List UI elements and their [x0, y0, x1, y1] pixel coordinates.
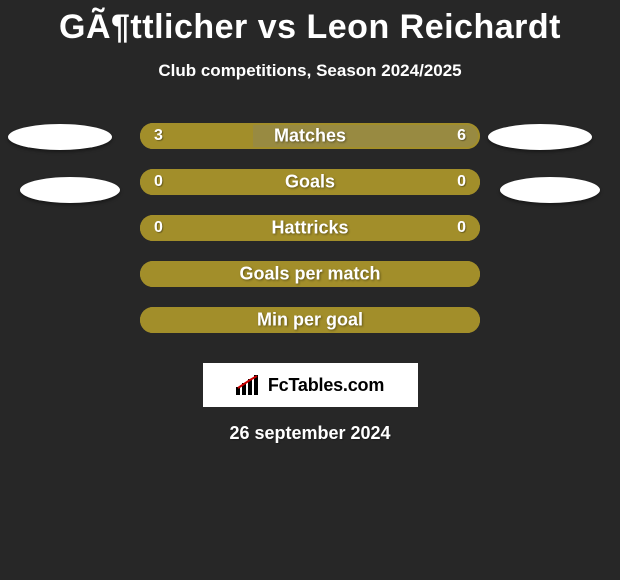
player2-avatar-placeholder: [488, 124, 592, 150]
value-right: 0: [457, 219, 466, 237]
comparison-panel: GÃ¶ttlicher vs Leon Reichardt Club compe…: [0, 0, 620, 444]
metric-label: Goals per match: [239, 264, 380, 285]
player2-club-placeholder: [500, 177, 600, 203]
stat-row: 0 0 Hattricks: [0, 215, 620, 241]
stat-row: Min per goal: [0, 307, 620, 333]
value-left: 0: [154, 173, 163, 191]
metric-label: Hattricks: [271, 218, 348, 239]
bars-icon: [236, 375, 262, 395]
player1-avatar-placeholder: [8, 124, 112, 150]
subtitle: Club competitions, Season 2024/2025: [158, 61, 461, 81]
bar: 0 0 Goals: [140, 169, 480, 195]
metric-label: Matches: [274, 126, 346, 147]
date-line: 26 september 2024: [229, 423, 390, 444]
value-right: 0: [457, 173, 466, 191]
value-left: 3: [154, 127, 163, 145]
value-left: 0: [154, 219, 163, 237]
bar: Min per goal: [140, 307, 480, 333]
chart-area: 3 6 Matches 0 0 Goals 0 0 Hattricks Goals per mat…: [0, 123, 620, 353]
source-text: FcTables.com: [268, 375, 384, 396]
bar: Goals per match: [140, 261, 480, 287]
source-badge: FcTables.com: [203, 363, 418, 407]
bar: 3 6 Matches: [140, 123, 480, 149]
value-right: 6: [457, 127, 466, 145]
player1-club-placeholder: [20, 177, 120, 203]
bar: 0 0 Hattricks: [140, 215, 480, 241]
metric-label: Min per goal: [257, 310, 363, 331]
metric-label: Goals: [285, 172, 335, 193]
source-badge-inner: FcTables.com: [236, 375, 384, 396]
page-title: GÃ¶ttlicher vs Leon Reichardt: [59, 8, 561, 47]
stat-row: Goals per match: [0, 261, 620, 287]
